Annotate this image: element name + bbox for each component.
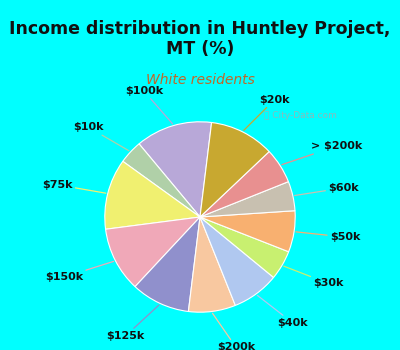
Text: $100k: $100k [125, 86, 172, 124]
Wedge shape [200, 217, 289, 278]
Wedge shape [135, 217, 200, 312]
Wedge shape [200, 152, 288, 217]
Text: $40k: $40k [257, 295, 308, 328]
Text: $30k: $30k [284, 266, 344, 288]
Text: $60k: $60k [295, 183, 359, 196]
Wedge shape [188, 217, 235, 312]
Text: $75k: $75k [42, 180, 106, 193]
Text: $20k: $20k [244, 95, 290, 130]
Text: ⓘ City-Data.com: ⓘ City-Data.com [264, 111, 336, 120]
Text: White residents: White residents [146, 74, 254, 88]
Text: $10k: $10k [74, 122, 129, 151]
Text: $125k: $125k [106, 305, 159, 341]
Wedge shape [139, 122, 212, 217]
Text: > $200k: > $200k [282, 141, 362, 165]
Wedge shape [123, 144, 200, 217]
Text: Income distribution in Huntley Project,
MT (%): Income distribution in Huntley Project, … [9, 20, 391, 58]
Wedge shape [105, 161, 200, 229]
Wedge shape [200, 122, 269, 217]
Wedge shape [200, 217, 274, 306]
Wedge shape [200, 211, 295, 252]
Wedge shape [106, 217, 200, 287]
Text: $150k: $150k [45, 261, 114, 282]
Text: $200k: $200k [212, 313, 255, 350]
Text: $50k: $50k [296, 232, 360, 242]
Wedge shape [200, 182, 295, 217]
